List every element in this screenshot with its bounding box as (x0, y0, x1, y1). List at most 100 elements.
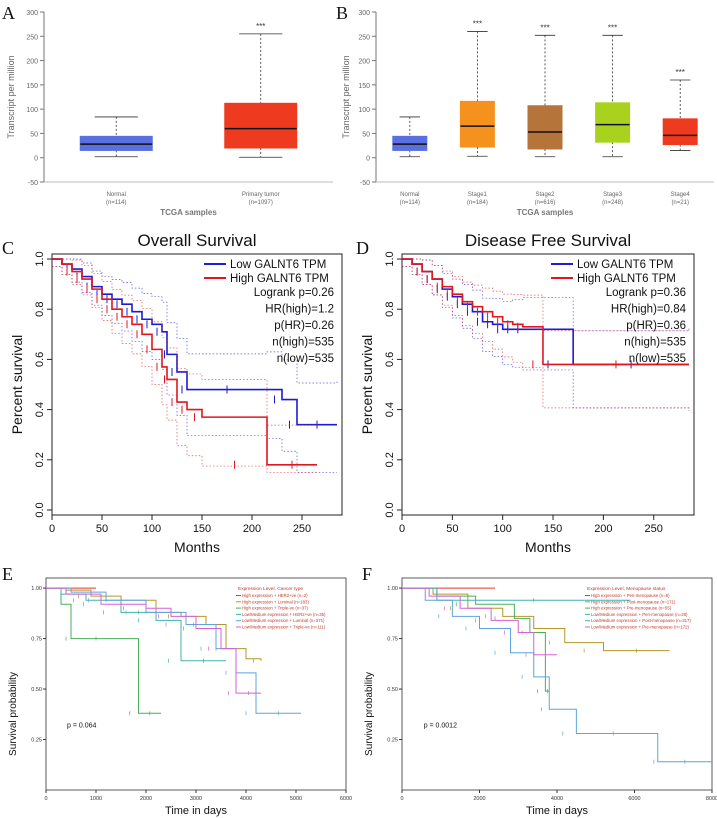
panel-f-survival-menopause: 0 2000 4000 6000 8000 0.25 0.50 0.75 1.00 Time in… (364, 577, 717, 817)
x-tick-label: 250 (293, 523, 311, 535)
x-tick-label: 5000 (290, 796, 302, 802)
box-group: *** Stage3 (n=248) (595, 23, 631, 206)
x-tick-label: 150 (544, 523, 562, 535)
y-tick-label: 0.0 (34, 502, 46, 517)
significance-label: *** (608, 23, 617, 32)
group-n-label: (n=21) (671, 200, 689, 206)
legend-label: High expression + Post-menopause (n=171) (591, 599, 676, 604)
legend-label: Low/Medium expression + Triple-ve (n=111… (242, 625, 326, 630)
y-tick-label: 1.0 (384, 251, 396, 266)
y-tick-label: 150 (358, 83, 370, 90)
y-tick-label: 0.2 (34, 452, 46, 467)
y-tick-label: 0 (34, 156, 38, 163)
x-tick-label: 6000 (340, 796, 352, 802)
y-tick-label: 250 (26, 34, 38, 41)
y-tick-label: 0.25 (387, 738, 398, 744)
group-n-label: (n=114) (400, 200, 420, 206)
x-tick-label: 100 (494, 523, 512, 535)
legend-label: High expression + Luminal (n=183) (242, 599, 309, 604)
legend-title: Expression Level, Cancer type (238, 586, 303, 592)
group-label: Normal (107, 192, 126, 198)
x-axis-label: Months (174, 539, 220, 555)
y-tick-label: 0.2 (384, 452, 396, 467)
ci-upper-band (402, 258, 690, 332)
box-group: *** Stage1 (n=184) (459, 19, 495, 206)
legend-label: High expression + Pre-menopause (n=55) (591, 606, 672, 611)
y-tick-label: 0.50 (31, 687, 42, 693)
y-tick-label: -50 (28, 180, 38, 187)
panel-d-disease-free-survival: Disease Free Survival 0 50 100 150 200 250 0.0 0… (359, 231, 695, 555)
stat-text: HR(high)=0.84 (611, 304, 687, 316)
x-tick-label: 250 (645, 523, 663, 535)
legend-label: Low/Medium expression + Post-menopause (… (591, 618, 691, 623)
legend-label: High GALNT6 TPM (577, 273, 676, 285)
group-n-label: (n=1097) (249, 200, 273, 206)
box-group: *** Stage4 (n=21) (662, 68, 698, 206)
y-axis-label: Survival probability (8, 672, 19, 756)
x-tick-label: 50 (96, 523, 108, 535)
ci-lower-band (402, 266, 690, 411)
survival-curve (402, 587, 670, 652)
panel-a-boxplot: -50 0 50 100 150 200 250 300 Transcript per mill… (6, 10, 333, 217)
panel-letter: A (2, 3, 15, 23)
y-tick-label: 50 (30, 131, 38, 138)
legend-label: Low/Medium expression + Luminal (n=371) (242, 618, 325, 623)
stat-text: Logrank p=0.26 (254, 287, 334, 299)
legend-label: Low GALNT6 TPM (577, 259, 673, 271)
x-tick-label: 100 (143, 523, 161, 535)
box-iqr (595, 102, 631, 143)
x-tick-label: 0 (49, 523, 55, 535)
y-tick-label: 300 (26, 10, 38, 17)
y-tick-label: 0.75 (31, 637, 42, 643)
y-tick-label: 0.8 (34, 302, 46, 317)
stat-text: n(low)=535 (277, 353, 334, 365)
y-tick-label: 250 (358, 34, 370, 41)
x-tick-label: 4000 (551, 796, 563, 802)
y-tick-label: 0.0 (384, 502, 396, 517)
y-tick-label: 1.00 (31, 586, 42, 592)
x-tick-label: 1000 (90, 796, 102, 802)
y-tick-label: 150 (26, 83, 38, 90)
x-tick-label: 4000 (240, 796, 252, 802)
x-axis-label: TCGA samples (517, 208, 574, 217)
ci-lower-band (52, 266, 317, 473)
y-tick-label: 0.4 (34, 402, 46, 417)
y-tick-label: 1.0 (34, 251, 46, 266)
legend-label: High GALNT6 TPM (230, 273, 329, 285)
y-tick-label: 0.50 (387, 687, 398, 693)
y-tick-label: 0.4 (384, 402, 396, 417)
stat-text: p(HR)=0.26 (274, 320, 334, 332)
panel-letter: D (356, 238, 369, 258)
y-tick-label: 0 (366, 156, 370, 163)
y-tick-label: 0.8 (384, 302, 396, 317)
x-axis-label: Months (525, 539, 571, 555)
p-value: p = 0.0012 (424, 722, 457, 729)
group-n-label: (n=114) (106, 200, 126, 206)
x-tick-label: 2000 (473, 796, 485, 802)
group-label: Stage1 (468, 192, 488, 198)
group-n-label: (n=184) (467, 200, 488, 206)
group-label: Primary tumor (242, 192, 280, 198)
panel-b-boxplot: -50 0 50 100 150 200 250 300 Transcript per mill… (341, 10, 714, 217)
y-tick-label: 200 (26, 59, 38, 66)
y-axis-label: Percent survival (359, 335, 375, 435)
x-tick-label: 8000 (706, 796, 717, 802)
x-tick-label: 50 (446, 523, 458, 535)
legend-label: High expression + Triple-ve (n=37) (242, 606, 308, 611)
p-value: p = 0.064 (67, 722, 96, 729)
y-axis-label: Percent survival (9, 335, 25, 435)
legend-label: Low GALNT6 TPM (230, 259, 326, 271)
survival-curve (46, 587, 301, 714)
panel-letter: B (336, 3, 348, 23)
box-group: *** Primary tumor (n=1097) (224, 22, 298, 206)
stat-text: n(high)=535 (624, 337, 686, 349)
group-label: Stage2 (535, 192, 555, 198)
significance-label: *** (540, 23, 549, 32)
x-tick-label: 0 (44, 796, 47, 802)
stat-text: n(high)=535 (272, 337, 334, 349)
legend-label: High expression + Peri-menopause (n=6) (591, 593, 670, 598)
legend-label: High expression + HER2+ve (n=2) (242, 593, 308, 598)
panel-e-survival-cancer-type: 0 1000 2000 3000 4000 5000 6000 0.25 0.50 0.75 1.0… (8, 577, 352, 817)
x-tick-label: 0 (400, 796, 403, 802)
